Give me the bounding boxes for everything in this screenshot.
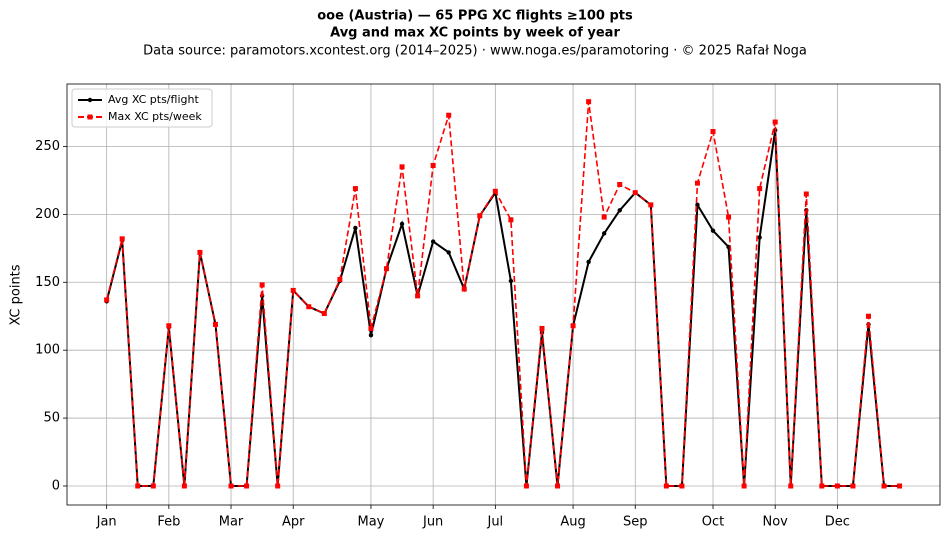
- marker: [368, 325, 374, 331]
- marker: [881, 483, 887, 489]
- marker: [87, 114, 93, 120]
- marker: [259, 282, 265, 288]
- y-tick-label: 50: [43, 411, 60, 426]
- marker: [306, 304, 312, 310]
- marker: [430, 162, 436, 168]
- marker: [741, 483, 747, 489]
- marker: [104, 297, 110, 303]
- marker: [446, 112, 452, 118]
- marker: [663, 483, 669, 489]
- x-tick-label: Jan: [96, 515, 117, 530]
- marker: [119, 236, 125, 242]
- marker: [290, 287, 296, 293]
- marker: [617, 181, 623, 187]
- marker: [461, 286, 467, 292]
- y-axis-label: XC points: [9, 264, 24, 325]
- marker: [601, 214, 607, 220]
- marker: [135, 483, 141, 489]
- marker: [788, 483, 794, 489]
- marker: [197, 249, 203, 255]
- marker: [212, 321, 218, 327]
- marker: [352, 186, 358, 192]
- marker: [757, 235, 762, 240]
- marker: [617, 208, 622, 213]
- marker: [865, 313, 871, 319]
- y-tick-label: 0: [52, 478, 60, 493]
- marker: [834, 483, 840, 489]
- marker: [181, 483, 187, 489]
- marker: [384, 266, 390, 272]
- marker: [710, 129, 716, 135]
- marker: [368, 333, 374, 338]
- marker: [477, 213, 483, 219]
- marker: [353, 225, 358, 231]
- marker: [586, 99, 592, 105]
- marker: [539, 325, 545, 331]
- x-tick-label: Dec: [825, 515, 850, 530]
- x-tick-label: Feb: [157, 515, 180, 530]
- marker: [570, 323, 576, 329]
- marker: [275, 483, 281, 489]
- marker: [415, 293, 421, 299]
- plot-frame: [66, 83, 941, 506]
- x-tick-label: Jun: [422, 515, 443, 530]
- marker: [244, 483, 250, 489]
- marker: [446, 250, 451, 255]
- legend-label: Avg XC pts/flight: [108, 93, 199, 106]
- marker: [710, 228, 716, 233]
- chart-title: ooe (Austria) — 65 PPG XC flights ≥100 p…: [317, 9, 633, 24]
- marker: [523, 483, 529, 489]
- marker: [819, 483, 825, 489]
- legend-box: [71, 88, 213, 128]
- x-tick-label: Nov: [763, 515, 789, 530]
- legend-label: Max XC pts/week: [108, 110, 202, 123]
- x-tick-label: Mar: [219, 515, 244, 530]
- marker: [695, 202, 700, 208]
- marker: [399, 164, 405, 170]
- y-tick-label: 100: [35, 343, 60, 358]
- x-tick-label: Apr: [282, 515, 305, 530]
- marker: [555, 483, 561, 489]
- x-tick-label: Aug: [560, 515, 585, 530]
- marker: [430, 239, 436, 244]
- x-tick-label: Oct: [702, 515, 724, 530]
- marker: [166, 323, 172, 329]
- marker: [694, 180, 700, 186]
- marker: [772, 119, 778, 125]
- marker: [803, 191, 809, 197]
- x-tick-label: May: [358, 515, 385, 530]
- x-tick-label: Sep: [623, 515, 648, 530]
- marker: [492, 188, 498, 194]
- marker: [321, 311, 327, 317]
- marker: [648, 202, 654, 208]
- marker: [850, 483, 856, 489]
- y-tick-label: 200: [35, 207, 60, 222]
- marker: [726, 214, 732, 220]
- marker: [508, 278, 514, 284]
- marker: [87, 97, 93, 103]
- y-tick-label: 250: [35, 139, 60, 154]
- marker: [337, 277, 343, 283]
- marker: [228, 483, 234, 489]
- x-tick-label: Jul: [486, 515, 503, 530]
- marker: [586, 259, 591, 265]
- marker: [399, 221, 405, 227]
- marker: [757, 186, 763, 192]
- series-line: [105, 101, 900, 487]
- marker: [601, 231, 607, 236]
- y-tick-label: 150: [35, 275, 60, 290]
- marker: [508, 217, 514, 223]
- marker: [632, 190, 638, 196]
- marker: [679, 483, 685, 489]
- marker: [150, 483, 156, 489]
- chart-subtitle: Avg and max XC points by week of year: [330, 26, 620, 41]
- chart-note: Data source: paramotors.xcontest.org (20…: [143, 44, 807, 59]
- marker: [897, 483, 903, 489]
